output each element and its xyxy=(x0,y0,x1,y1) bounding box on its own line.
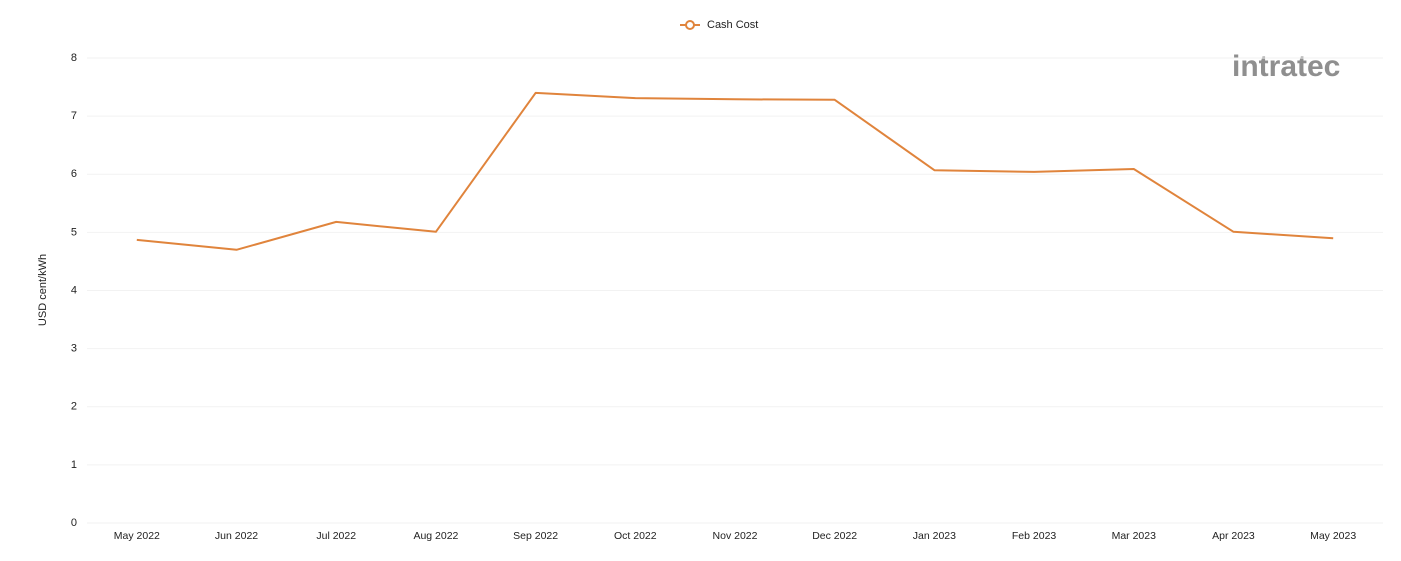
x-tick-label: May 2023 xyxy=(1310,530,1356,542)
y-tick-label: 7 xyxy=(71,110,77,122)
y-tick-label: 6 xyxy=(71,168,77,180)
y-tick-label: 5 xyxy=(71,226,77,238)
y-tick-label: 0 xyxy=(71,517,77,529)
x-tick-label: Nov 2022 xyxy=(713,530,758,542)
y-tick-label: 8 xyxy=(71,52,77,64)
watermark: intratec xyxy=(1232,50,1340,83)
y-tick-label: 1 xyxy=(71,459,77,471)
y-axis-label: USD cent/kWh xyxy=(37,254,49,326)
x-tick-label: Mar 2023 xyxy=(1112,530,1157,542)
y-tick-label: 2 xyxy=(71,401,77,413)
x-tick-label: Dec 2022 xyxy=(812,530,857,542)
x-tick-label: Feb 2023 xyxy=(1012,530,1057,542)
x-tick-label: Jan 2023 xyxy=(913,530,956,542)
x-tick-label: Oct 2022 xyxy=(614,530,657,542)
legend-marker xyxy=(685,20,695,30)
x-tick-label: Jun 2022 xyxy=(215,530,258,542)
x-tick-label: Sep 2022 xyxy=(513,530,558,542)
x-tick-label: Jul 2022 xyxy=(316,530,356,542)
x-tick-label: Aug 2022 xyxy=(413,530,458,542)
line-series xyxy=(136,91,1334,251)
x-tick-label: Apr 2023 xyxy=(1212,530,1255,542)
y-tick-label: 4 xyxy=(71,284,77,296)
legend-label: Cash Cost xyxy=(707,19,758,31)
y-tick-label: 3 xyxy=(71,343,77,355)
x-tick-label: May 2022 xyxy=(114,530,160,542)
